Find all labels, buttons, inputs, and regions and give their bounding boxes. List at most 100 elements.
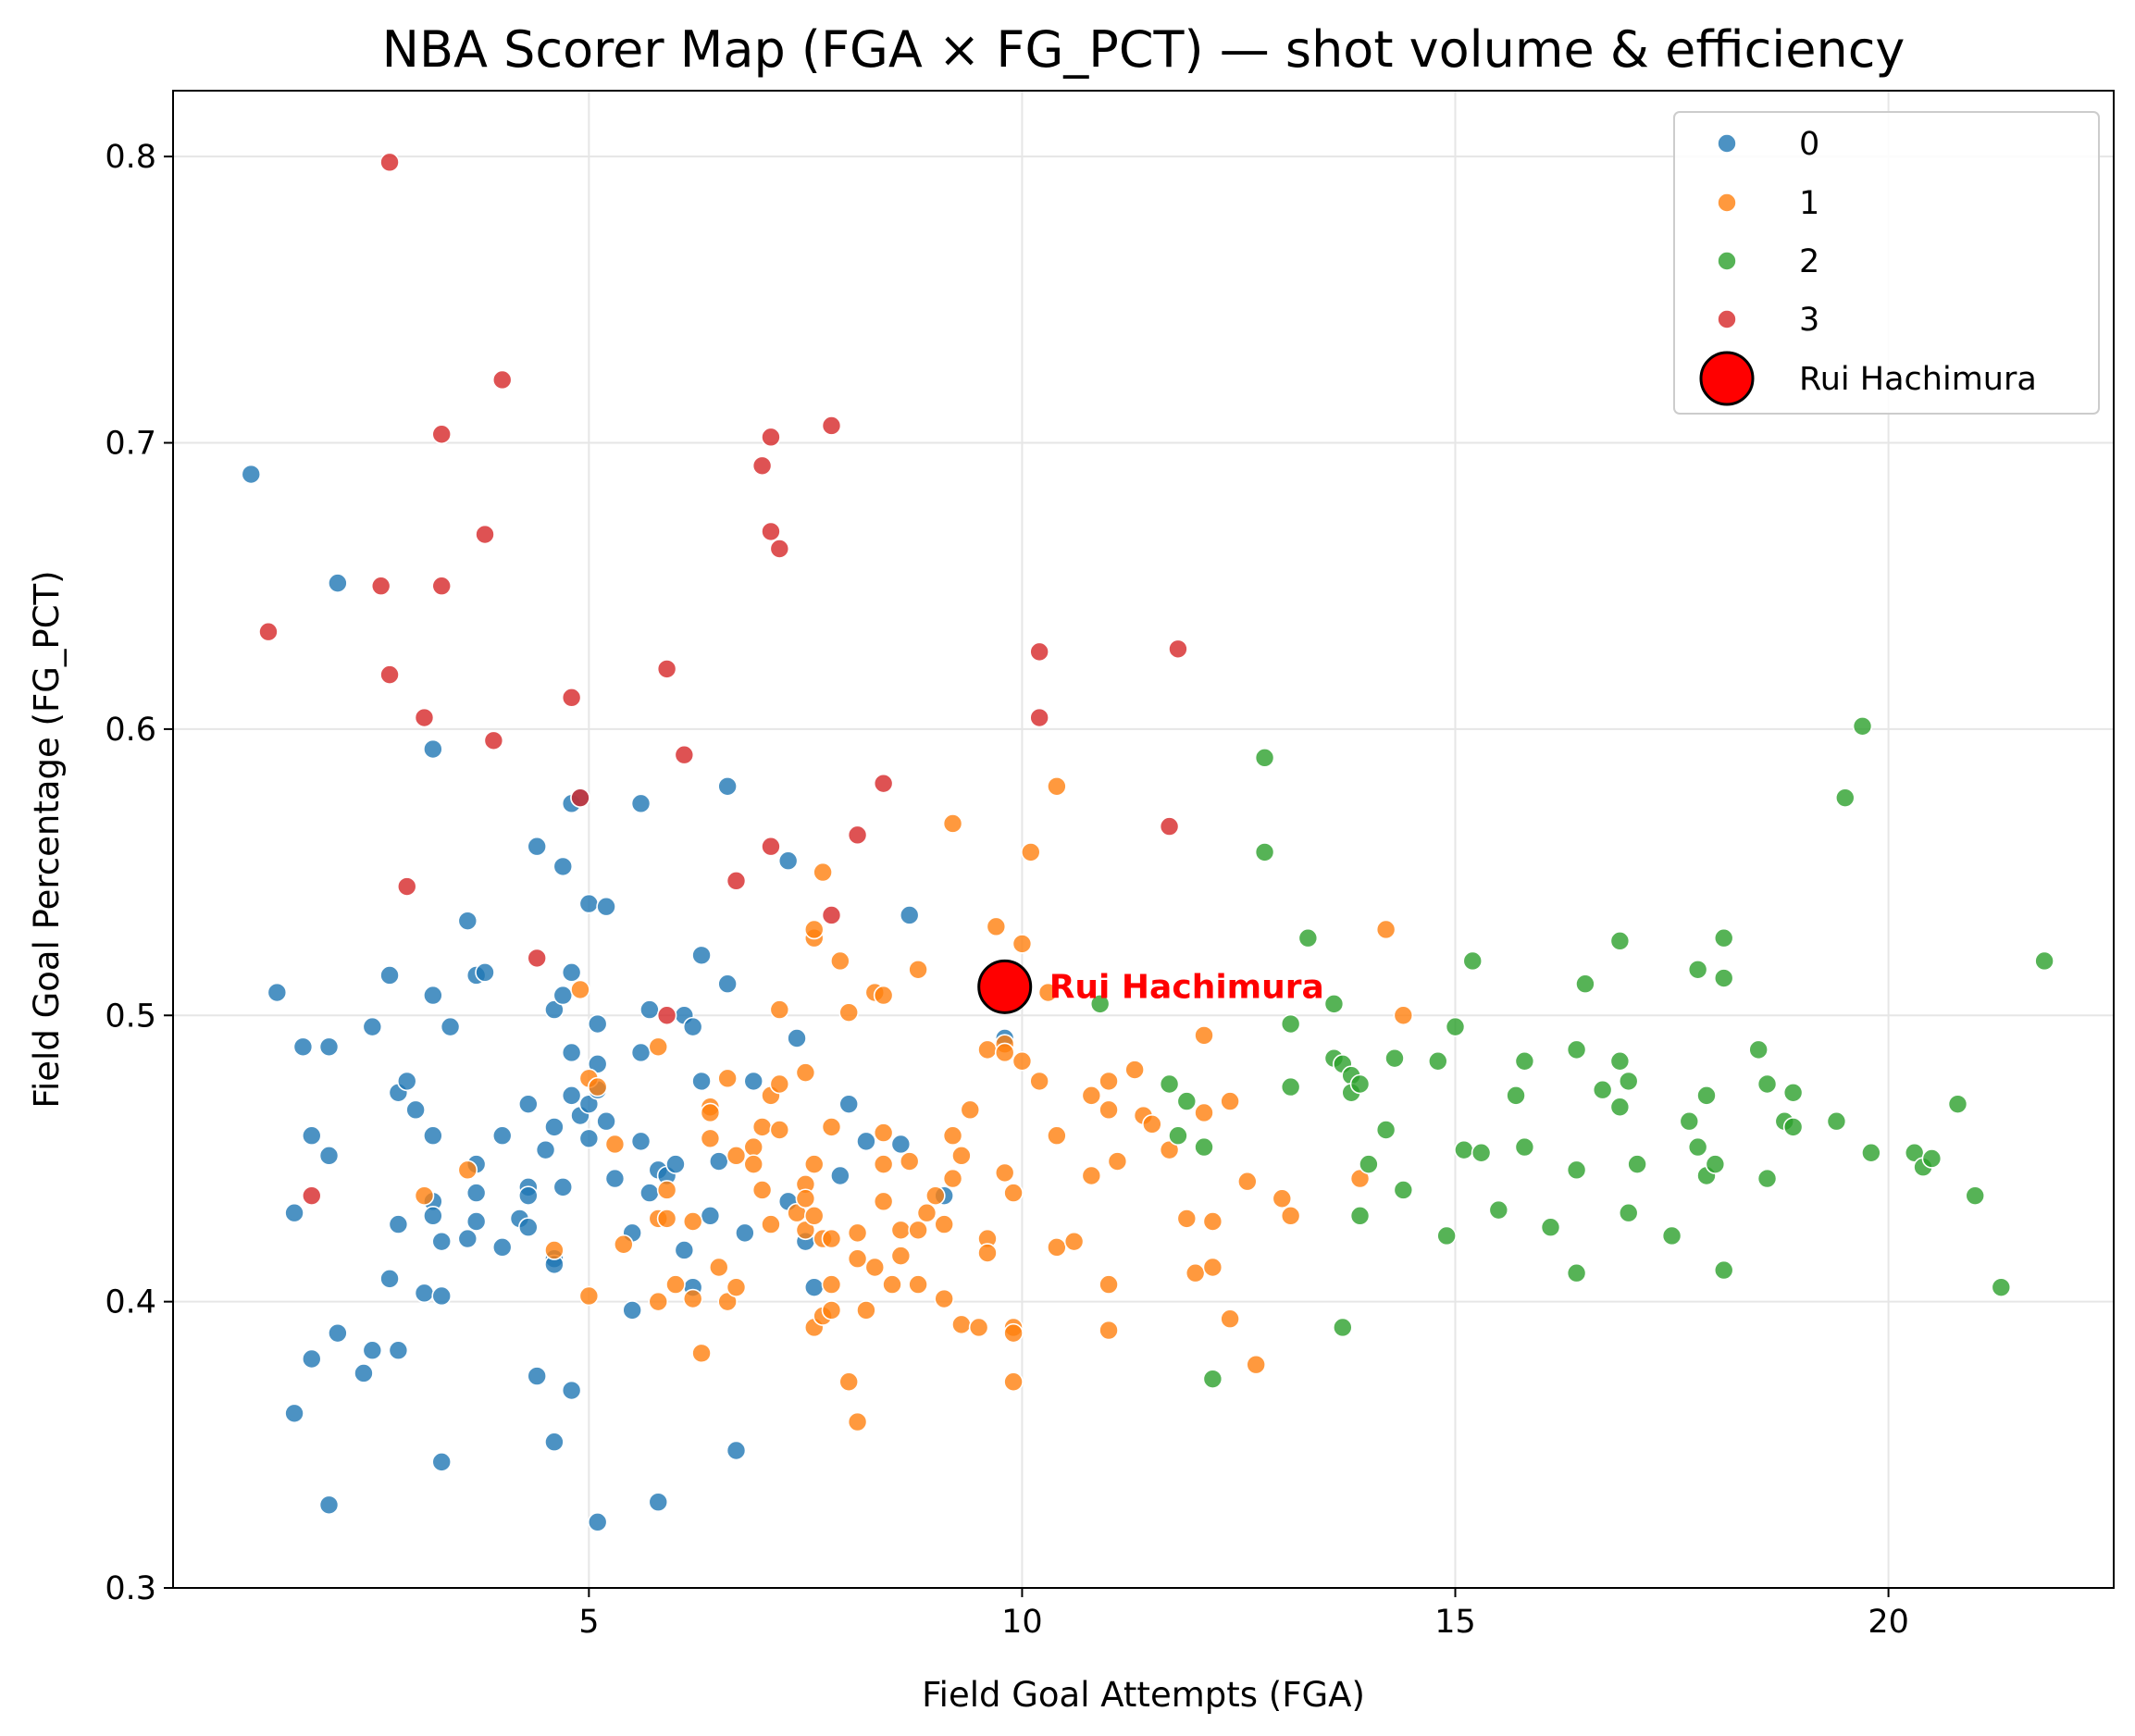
data-point — [682, 1016, 703, 1037]
data-point — [813, 862, 833, 883]
data-point — [457, 1159, 478, 1181]
data-point — [1029, 641, 1049, 663]
data-point — [1047, 775, 1067, 797]
data-point — [1029, 707, 1049, 728]
data-point — [1687, 1136, 1708, 1158]
data-point — [821, 415, 842, 436]
data-point — [761, 427, 781, 448]
y-tick-label: 0.5 — [105, 998, 156, 1035]
data-point — [1246, 1354, 1267, 1375]
series-1 — [414, 775, 1414, 1432]
data-point — [570, 979, 590, 1000]
data-point — [596, 896, 616, 917]
data-point — [1168, 1125, 1188, 1146]
data-point — [457, 911, 478, 931]
data-point — [726, 1440, 747, 1461]
data-point — [630, 1042, 652, 1063]
data-point — [656, 1005, 677, 1026]
data-point — [838, 1371, 860, 1393]
data-point — [1029, 1071, 1049, 1092]
data-point — [708, 1151, 729, 1172]
data-point — [318, 1036, 340, 1058]
data-point — [899, 905, 920, 925]
data-point — [1921, 1148, 1943, 1169]
data-point — [552, 985, 574, 1006]
data-point — [1445, 1016, 1466, 1037]
data-point — [838, 1094, 860, 1114]
data-point — [656, 659, 677, 679]
data-point — [1081, 1085, 1102, 1106]
data-point — [1566, 1262, 1587, 1283]
data-point — [630, 793, 652, 814]
data-point — [1159, 816, 1180, 837]
data-point — [942, 813, 963, 834]
data-point — [1063, 1231, 1085, 1252]
data-point — [292, 1036, 314, 1058]
legend-label: Rui Hachimura — [1799, 361, 2037, 398]
data-point — [475, 524, 495, 545]
data-point — [1003, 1371, 1024, 1393]
legend-marker — [1717, 251, 1737, 271]
data-point — [578, 1094, 600, 1114]
data-point — [665, 1274, 686, 1295]
data-point — [700, 1206, 721, 1226]
data-point — [691, 1071, 712, 1092]
series-2 — [1089, 715, 2054, 1389]
data-point — [440, 1016, 461, 1037]
data-point — [527, 836, 547, 857]
data-point — [630, 1131, 652, 1152]
data-point — [527, 1366, 547, 1386]
data-point — [1037, 982, 1059, 1003]
data-point — [1099, 1274, 1119, 1295]
data-point — [1280, 1076, 1301, 1097]
data-point — [691, 1343, 712, 1364]
data-point — [587, 1054, 608, 1074]
data-point — [639, 1183, 660, 1203]
data-point — [535, 1139, 556, 1160]
data-point — [379, 965, 400, 986]
data-point — [1782, 1117, 1804, 1137]
data-point — [769, 1120, 790, 1140]
data-point — [1575, 973, 1595, 995]
data-point — [682, 1288, 703, 1309]
data-point — [934, 1288, 954, 1309]
data-point — [873, 1191, 894, 1212]
data-point — [1826, 1110, 1847, 1132]
data-point — [1124, 1060, 1145, 1080]
data-point — [656, 1180, 677, 1200]
data-point — [795, 1220, 816, 1241]
data-point — [1272, 1188, 1293, 1209]
data-point — [1089, 994, 1111, 1014]
data-point — [934, 1214, 954, 1234]
data-point — [761, 521, 781, 542]
data-point — [544, 999, 565, 1020]
data-point — [856, 1131, 876, 1152]
x-axis-label: Field Goal Attempts (FGA) — [922, 1675, 1365, 1715]
data-point — [873, 1154, 894, 1174]
data-point — [1254, 842, 1275, 862]
data-point — [1609, 1050, 1631, 1072]
data-point — [1991, 1277, 2012, 1297]
data-point — [1237, 1171, 1258, 1192]
data-point — [241, 464, 262, 485]
y-tick-label: 0.4 — [105, 1284, 156, 1321]
data-point — [1566, 1039, 1587, 1060]
data-point — [475, 962, 495, 983]
highlight-point — [977, 959, 1033, 1014]
data-point — [639, 999, 660, 1020]
data-point — [769, 539, 790, 559]
data-point — [1012, 1050, 1033, 1072]
data-point — [561, 1085, 582, 1106]
data-point — [1099, 1320, 1119, 1341]
data-point — [1107, 1151, 1128, 1172]
data-point — [803, 919, 825, 940]
data-point — [561, 1042, 582, 1063]
data-point — [1454, 1139, 1474, 1160]
data-point — [977, 1039, 998, 1060]
data-point — [1280, 1206, 1301, 1226]
data-point — [1359, 1154, 1379, 1174]
data-point — [717, 973, 738, 995]
data-point — [491, 369, 513, 391]
data-point — [431, 1452, 453, 1472]
data-point — [354, 1363, 374, 1383]
